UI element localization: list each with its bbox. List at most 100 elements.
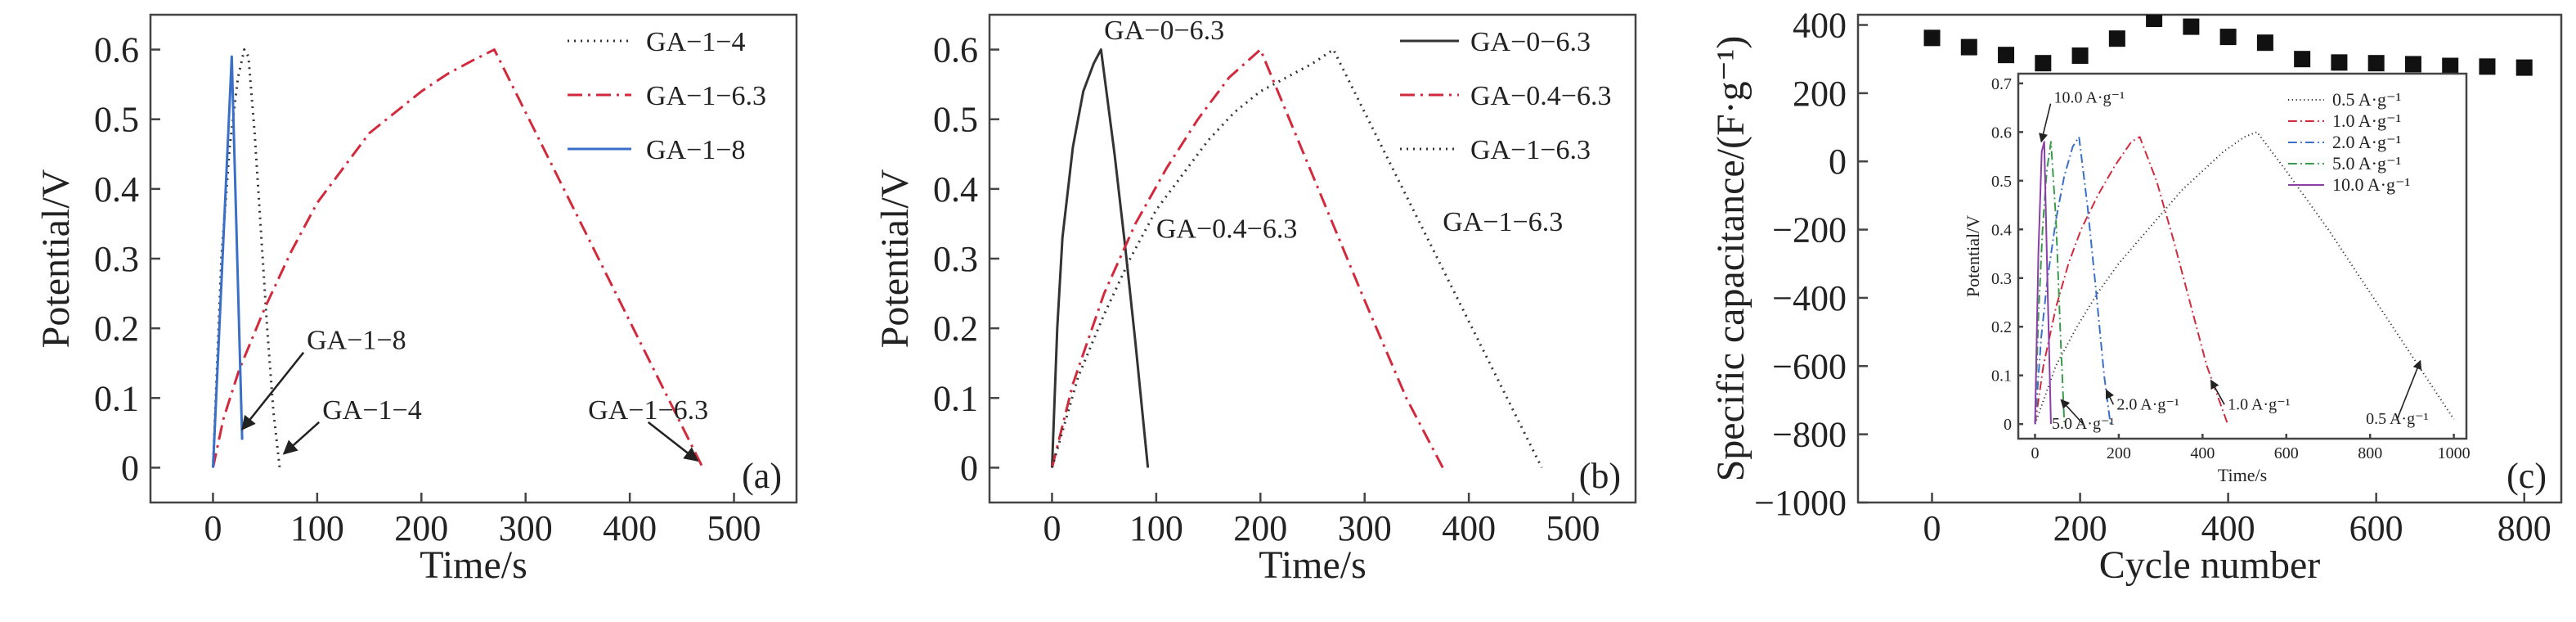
y-tick-label: 0: [121, 448, 139, 488]
panel-label: (c): [2506, 456, 2547, 496]
inset-background: [2018, 74, 2466, 439]
data-point: [2479, 58, 2496, 75]
y-tick-label: 0.2: [933, 309, 978, 349]
y-tick-label: 0.7: [1991, 75, 2012, 93]
y-tick-label: 0.4: [94, 169, 139, 210]
data-point: [2183, 18, 2200, 35]
y-tick-label: 0.3: [933, 239, 978, 279]
legend-entry-2: GA−1−6.3: [1470, 135, 1591, 165]
legend-entry-2: GA−1−8: [646, 135, 745, 165]
y-tick-label: 0.5: [1991, 173, 2012, 191]
legend-entry-4: 10.0 A·g⁻¹: [2332, 174, 2410, 195]
y-tick-label: 0.3: [94, 239, 139, 279]
panel-inset: 0 200 400 600 800 1000 0 0.1 0.2 0.3 0.4 0.5 0.6 0.7 T…: [1963, 72, 2471, 485]
panel-label: (b): [1579, 456, 1621, 496]
data-point: [2331, 54, 2348, 71]
series-line-1: [211, 48, 704, 469]
x-tick-label: 400: [2201, 508, 2255, 548]
y-tick-label: 200: [1793, 74, 1847, 114]
x-axis-label: Time/s: [420, 543, 527, 587]
y-tick-label: 0.5: [94, 100, 139, 140]
x-tick-label: 200: [2107, 444, 2131, 462]
annotation-arrow-2: [647, 421, 699, 462]
x-axis-label: Cycle number: [2099, 543, 2321, 587]
y-tick-label: 400: [1793, 6, 1847, 46]
data-point: [2404, 56, 2421, 73]
plot-area: [1923, 15, 2533, 76]
annotation-3: 1.0 A·g⁻¹: [2228, 395, 2291, 413]
x-tick-label: 600: [2349, 508, 2403, 548]
annotation-0: GA−1−8: [307, 326, 406, 356]
series-line-0: [211, 48, 281, 468]
y-tick-label: 0.6: [94, 30, 139, 70]
y-axis-label: Potential/V: [1963, 215, 1983, 297]
annotation-arrow-2: [2105, 389, 2115, 405]
panel-chart-1: 0 100 200 300 400 500 0 0.1 0.2 0.3 0.4 0.5 0.6 Time/…: [873, 13, 1637, 587]
x-tick-label: 1000: [2438, 444, 2471, 462]
y-axis-label: Potential/V: [34, 169, 78, 348]
series-line-2: [211, 55, 244, 468]
x-axis-label: Time/s: [1259, 543, 1367, 587]
data-point: [2108, 30, 2125, 47]
x-tick-label: 500: [1546, 508, 1600, 548]
plot-area: [2034, 131, 2455, 425]
annotation-arrow-4: [2396, 359, 2422, 420]
y-tick-label: 0.2: [94, 309, 139, 349]
x-tick-label: 200: [1233, 508, 1287, 548]
x-tick-label: 0: [1923, 508, 1941, 548]
annotation-2: 2.0 A·g⁻¹: [2116, 395, 2179, 413]
series-line-1: [2034, 136, 2229, 425]
annotation-arrow-0: [2039, 103, 2052, 143]
legend-entry-0: 0.5 A·g⁻¹: [2332, 89, 2401, 110]
data-point: [2256, 34, 2273, 52]
y-tick-label: 0.3: [1991, 270, 2012, 288]
data-point: [2146, 15, 2163, 28]
annotation-2: GA−1−6.3: [588, 395, 708, 426]
annotation-arrow-3: [2210, 379, 2225, 405]
x-tick-label: 800: [2497, 508, 2551, 548]
annotation-arrow-1: [2060, 399, 2084, 425]
x-tick-label: 800: [2358, 444, 2382, 462]
data-point: [2294, 51, 2311, 68]
y-tick-label: 0.6: [933, 30, 978, 70]
y-tick-label: −1000: [1754, 483, 1847, 523]
y-tick-label: 0.5: [933, 100, 978, 140]
data-point: [1923, 29, 1941, 47]
plot-area: [211, 48, 704, 469]
y-tick-label: 0: [1829, 142, 1847, 182]
y-tick-label: −200: [1772, 210, 1847, 250]
x-tick-label: 600: [2274, 444, 2299, 462]
x-tick-label: 300: [499, 508, 553, 548]
annotation-arrow-0: [241, 351, 305, 430]
x-tick-label: 200: [2053, 508, 2107, 548]
data-point: [2071, 47, 2089, 65]
data-point: [2219, 29, 2237, 46]
data-point: [1960, 38, 1977, 56]
annotation-0: 10.0 A·g⁻¹: [2054, 89, 2125, 107]
y-tick-label: −600: [1772, 346, 1847, 386]
x-tick-label: 400: [603, 508, 657, 548]
data-point: [2035, 55, 2052, 72]
x-tick-label: 0: [1043, 508, 1061, 548]
y-tick-label: 0.1: [1991, 367, 2012, 385]
y-tick-label: 0: [960, 448, 978, 488]
x-tick-label: 100: [290, 508, 344, 548]
legend-entry-0: GA−1−4: [646, 27, 745, 57]
y-tick-label: −800: [1772, 415, 1847, 455]
annotation-2: GA−1−6.3: [1443, 207, 1563, 237]
y-axis-label: Specific capacitance/(F·g⁻¹): [1709, 36, 1752, 482]
panel-chart-2: 0 200 400 600 800 −1000 −800 −600 −400 −200 0 200 40…: [1709, 6, 2563, 587]
annotation-arrow-1: [282, 421, 321, 455]
legend-entry-1: 1.0 A·g⁻¹: [2332, 110, 2401, 131]
legend-entry-2: 2.0 A·g⁻¹: [2332, 132, 2401, 152]
x-tick-label: 400: [1442, 508, 1496, 548]
y-tick-label: 0.1: [933, 378, 978, 418]
legend-entry-1: GA−1−6.3: [646, 81, 766, 111]
x-tick-label: 0: [204, 508, 222, 548]
y-axis-label: Potential/V: [873, 169, 917, 348]
data-point: [1998, 47, 2015, 64]
legend-entry-0: GA−0−6.3: [1470, 27, 1591, 57]
x-tick-label: 400: [2190, 444, 2215, 462]
plot-area: [1050, 48, 1543, 469]
